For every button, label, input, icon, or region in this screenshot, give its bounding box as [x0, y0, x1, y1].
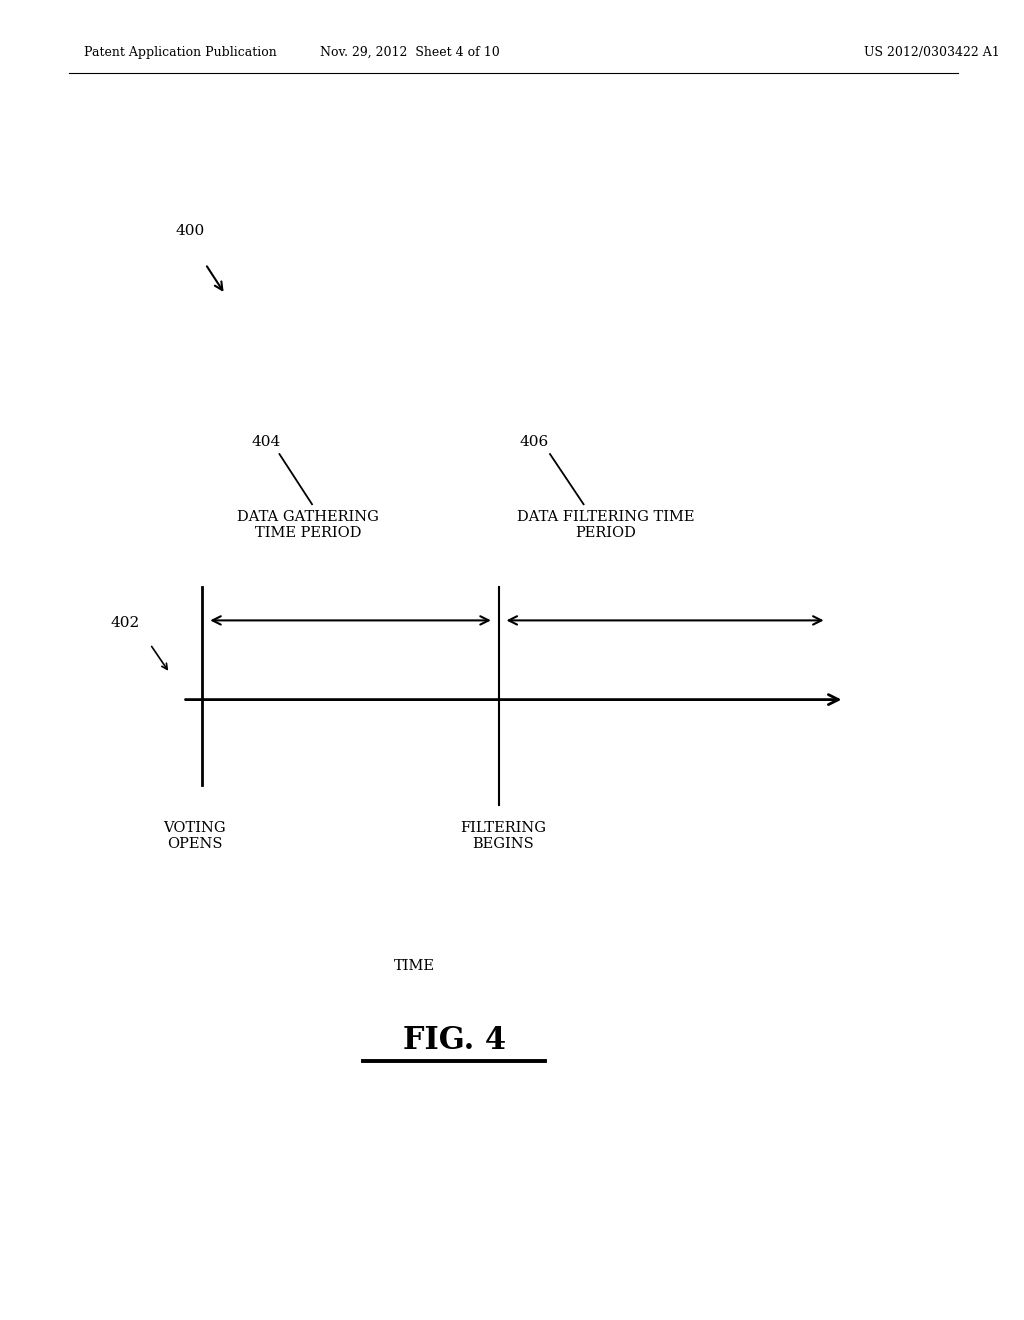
- Text: 404: 404: [252, 434, 281, 449]
- Text: TIME: TIME: [394, 960, 435, 973]
- Text: Nov. 29, 2012  Sheet 4 of 10: Nov. 29, 2012 Sheet 4 of 10: [319, 46, 500, 59]
- Text: FILTERING
BEGINS: FILTERING BEGINS: [461, 821, 547, 851]
- Text: Patent Application Publication: Patent Application Publication: [84, 46, 276, 59]
- Text: VOTING
OPENS: VOTING OPENS: [163, 821, 226, 851]
- Text: FIG. 4: FIG. 4: [402, 1024, 506, 1056]
- Text: 406: 406: [519, 434, 549, 449]
- Text: 402: 402: [111, 616, 140, 630]
- Text: US 2012/0303422 A1: US 2012/0303422 A1: [864, 46, 999, 59]
- Text: DATA GATHERING
TIME PERIOD: DATA GATHERING TIME PERIOD: [238, 510, 379, 540]
- Text: DATA FILTERING TIME
PERIOD: DATA FILTERING TIME PERIOD: [516, 510, 694, 540]
- Text: 400: 400: [176, 223, 205, 238]
